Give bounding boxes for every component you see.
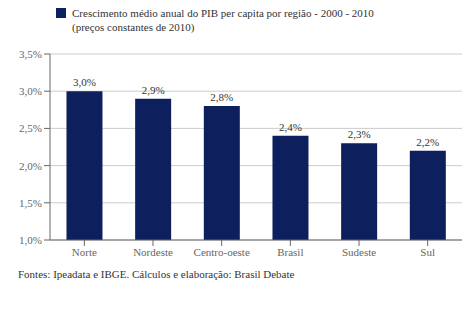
svg-text:2,2%: 2,2%	[416, 136, 439, 148]
svg-text:2,3%: 2,3%	[348, 128, 371, 140]
svg-text:1,5%: 1,5%	[19, 197, 42, 209]
svg-text:Brasil: Brasil	[277, 246, 303, 258]
svg-text:3,0%: 3,0%	[19, 85, 42, 97]
svg-text:2,9%: 2,9%	[142, 84, 165, 96]
html-text:Fontes: Ipeadata e IBGE. Cálcu: Fontes: Ipeadata e IBGE. Cálculos e elab…	[18, 268, 295, 280]
html-text:Crescimento médio anual do PIB: Crescimento médio anual do PIB per capit…	[72, 7, 374, 33]
svg-text:Nordeste: Nordeste	[133, 246, 173, 258]
svg-text:3,5%: 3,5%	[19, 48, 42, 60]
svg-text:3,0%: 3,0%	[73, 76, 96, 88]
svg-text:2,8%: 2,8%	[210, 91, 233, 103]
svg-text:Centro-oeste: Centro-oeste	[194, 246, 250, 258]
svg-text:Sul: Sul	[420, 246, 435, 258]
svg-text:Sudeste: Sudeste	[342, 246, 376, 258]
svg-text:2,4%: 2,4%	[279, 121, 302, 133]
svg-text:1,0%: 1,0%	[19, 234, 42, 246]
svg-text:Norte: Norte	[72, 246, 97, 258]
svg-text:2,0%: 2,0%	[19, 160, 42, 172]
svg-text:2,5%: 2,5%	[19, 122, 42, 134]
